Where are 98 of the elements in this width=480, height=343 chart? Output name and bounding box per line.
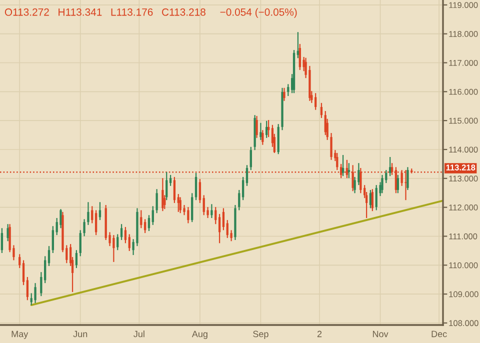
candlestick: [140, 210, 142, 229]
y-tick-label: 111.000: [449, 233, 478, 240]
candlestick: [112, 234, 115, 263]
candlestick: [177, 193, 180, 212]
candlestick: [187, 206, 190, 224]
candlestick: [246, 164, 248, 186]
candlestick: [79, 230, 82, 257]
y-tick-label: 108.000: [449, 320, 478, 326]
y-tick-label: 115.000: [449, 118, 478, 124]
candlestick: [48, 246, 50, 267]
candlestick: [266, 120, 268, 138]
candlestick: [128, 234, 130, 252]
y-tick-label: 114.000: [449, 146, 478, 153]
y-tick-label: 116.000: [449, 88, 478, 95]
candlestick: [371, 188, 374, 212]
candlestick: [358, 162, 360, 186]
candlestick: [388, 156, 392, 177]
candlestick: [26, 276, 29, 301]
candlestick: [210, 204, 213, 219]
candlestick: [148, 214, 150, 232]
candlestick: [120, 224, 123, 241]
candlestick: [173, 176, 176, 204]
candlestick: [298, 43, 301, 71]
y-tick-label: 112.000: [449, 204, 478, 210]
candlestick: [314, 92, 317, 110]
ref-line-label: 113.218: [446, 164, 476, 170]
candlestick: [169, 174, 172, 186]
candlestick: [250, 146, 252, 171]
candlestick: [369, 189, 372, 209]
x-tick-label: May: [12, 330, 28, 339]
x-tick-label: Nov: [372, 330, 388, 338]
candlestick: [296, 32, 300, 59]
candlestick: [98, 202, 102, 221]
x-tick-label: Aug: [192, 330, 208, 339]
y-tick-label: 113.000: [449, 176, 478, 182]
candlestick: [381, 174, 384, 194]
candlestick: [166, 171, 168, 201]
candlestick: [18, 254, 21, 269]
candlestick: [94, 210, 98, 236]
y-tick-label: 109.000: [449, 291, 478, 298]
candlestick: [60, 208, 62, 229]
y-tick-label: 119.000: [449, 2, 478, 8]
candlestick: [283, 87, 286, 102]
candlestick: [330, 132, 332, 160]
candlestick: [202, 194, 205, 216]
candlestick: [324, 110, 326, 136]
x-tick-label: Dec: [432, 330, 447, 338]
annotation: C113.218: [162, 8, 206, 16]
candlestick: [336, 152, 338, 171]
candlestick: [262, 130, 264, 146]
annotation: O113.272: [4, 8, 49, 16]
y-tick-label: 110.000: [449, 262, 478, 268]
candlestick: [218, 213, 221, 244]
candlestick: [214, 206, 217, 225]
candlestick: [179, 196, 182, 214]
candlestick: [238, 189, 240, 211]
annotation: L113.176: [111, 8, 153, 16]
candlestick: [75, 250, 78, 269]
candlestick: [52, 226, 54, 254]
candlestick: [124, 226, 127, 244]
candlestick: [0, 228, 4, 254]
candlestick: [256, 115, 258, 138]
candlestick: [183, 204, 186, 216]
candlestick: [40, 272, 42, 297]
x-tick-label: Jul: [134, 330, 144, 338]
candlestick: [226, 219, 228, 239]
candlestick: [348, 162, 350, 179]
candlestick: [152, 206, 154, 226]
candlestick: [342, 154, 344, 177]
candlestick: [191, 192, 194, 223]
candlestick: [44, 256, 46, 284]
candlestick: [156, 188, 158, 214]
candlestick: [87, 202, 90, 226]
candlestick: [287, 84, 290, 97]
candlestick: [162, 178, 164, 212]
candlestick: [260, 122, 262, 140]
candlestick: [320, 102, 323, 119]
candlestick: [396, 174, 399, 194]
candlestick: [194, 172, 198, 201]
candlestick: [222, 208, 225, 231]
candlestick: [83, 218, 86, 237]
candlestick: [406, 166, 409, 191]
x-tick-label: 2: [317, 330, 322, 338]
x-tick-label: Sep: [253, 330, 268, 339]
y-tick-label: 117.000: [449, 60, 478, 66]
candlestick: [116, 234, 119, 251]
annotation: H113.341: [58, 8, 102, 16]
candlestick: [198, 178, 202, 204]
annotation: −0.054 (−0.05%): [220, 8, 297, 18]
candlestick: [22, 260, 25, 286]
candlestick: [91, 206, 94, 224]
candlestick: [242, 176, 244, 201]
candlestick: [144, 218, 146, 234]
y-tick-label: 118.000: [449, 31, 478, 37]
candlestick: [34, 282, 36, 304]
candlestick: [8, 224, 11, 253]
x-tick-label: Jun: [73, 330, 88, 338]
candlestick: [375, 184, 378, 211]
